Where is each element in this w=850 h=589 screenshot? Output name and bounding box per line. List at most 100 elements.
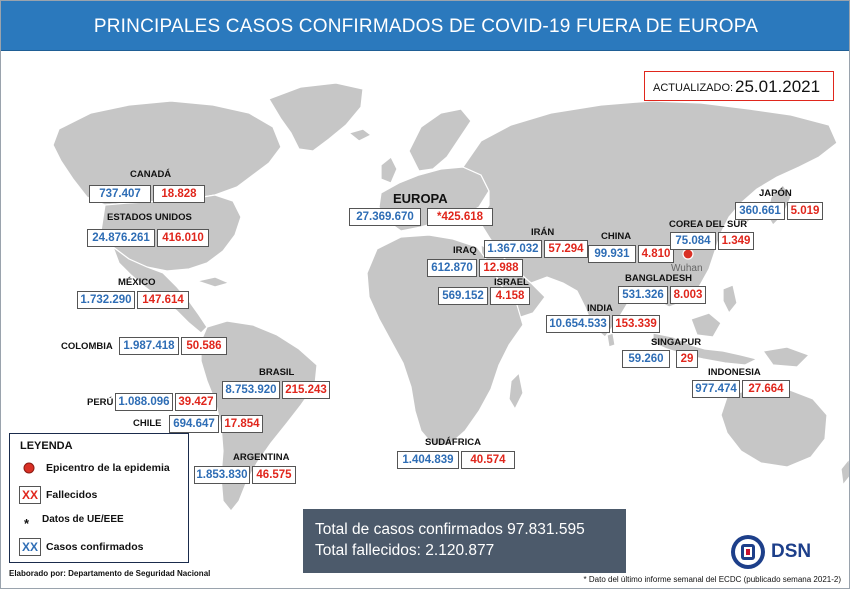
landmass-australia — [720, 386, 828, 468]
confirmed-argentina: 1.853.830 — [194, 466, 250, 484]
deaths-brasil: 215.243 — [282, 381, 330, 399]
asterisk-legend-icon: * — [24, 516, 30, 531]
deaths-argentina: 46.575 — [252, 466, 296, 484]
legend: LEYENDA Epicentro de la epidemia XX Fall… — [9, 433, 189, 563]
legend-confirmed: Casos confirmados — [46, 541, 144, 553]
legend-deaths: Fallecidos — [46, 489, 98, 501]
landmass-scandinavia — [408, 108, 472, 172]
landmass-indonesia — [652, 332, 758, 366]
deaths-indonesia: 27.664 — [742, 380, 790, 398]
confirmed-chile: 694.647 — [169, 415, 219, 433]
landmass-sri-lanka — [606, 332, 616, 348]
landmass-greenland — [268, 82, 364, 152]
country-name-iran: IRÁN — [531, 227, 555, 238]
confirmed-singapur: 59.260 — [622, 350, 670, 368]
confirmed-iraq: 612.870 — [427, 259, 477, 277]
landmass-philippines — [722, 284, 738, 314]
updated-label: ACTUALIZADO: — [653, 82, 734, 94]
totals-box: Total de casos confirmados 97.831.595 To… — [303, 509, 626, 573]
confirmed-iran: 1.367.032 — [484, 240, 542, 258]
confirmed-indonesia: 977.474 — [692, 380, 740, 398]
country-name-canada: CANADÁ — [130, 169, 172, 180]
confirmed-europa: 27.369.670 — [349, 208, 421, 226]
legend-eu: Datos de UE/EEE — [42, 514, 124, 525]
confirmed-japon: 360.661 — [735, 202, 785, 220]
confirmed-india: 10.654.533 — [546, 315, 610, 333]
country-name-bangladesh: BANGLADESH — [625, 273, 693, 284]
deaths-chile: 17.854 — [221, 415, 263, 433]
confirmed-israel: 569.152 — [438, 287, 488, 305]
deaths-usa: 416.010 — [157, 229, 209, 247]
country-name-japon: JAPÓN — [759, 188, 792, 199]
country-name-china: CHINA — [601, 231, 632, 242]
total-deaths: Total fallecidos: 2.120.877 — [315, 542, 495, 559]
country-name-singapur: SINGAPUR — [651, 337, 702, 348]
country-name-colombia: COLOMBIA — [61, 341, 113, 352]
country-name-argentina: ARGENTINA — [233, 452, 290, 463]
deaths-legend-icon: XX — [19, 486, 41, 504]
confirmed-china: 99.931 — [588, 245, 636, 263]
epicenter-legend-icon — [23, 462, 35, 474]
confirmed-colombia: 1.987.418 — [119, 337, 179, 355]
deaths-bangladesh: 8.003 — [670, 286, 706, 304]
country-name-india: INDIA — [587, 303, 613, 314]
deaths-iraq: 12.988 — [479, 259, 523, 277]
deaths-mexico: 147.614 — [137, 291, 189, 309]
total-confirmed: Total de casos confirmados 97.831.595 — [315, 521, 585, 538]
landmass-mexico — [112, 246, 208, 334]
country-name-brasil: BRASIL — [259, 367, 295, 378]
deaths-europa: *425.618 — [427, 208, 493, 226]
region-name-europa: EUROPA — [393, 191, 448, 206]
dsn-emblem-icon — [731, 535, 765, 569]
deaths-japon: 5.019 — [787, 202, 823, 220]
confirmed-brasil: 8.753.920 — [222, 381, 280, 399]
landmass-new-guinea — [762, 346, 810, 368]
country-name-chile: CHILE — [133, 418, 162, 429]
country-name-sudafrica: SUDÁFRICA — [425, 437, 481, 448]
deaths-colombia: 50.586 — [181, 337, 227, 355]
confirmed-peru: 1.088.096 — [115, 393, 173, 411]
footer-credit: Elaborado por: Departamento de Seguridad… — [9, 569, 211, 578]
deaths-canada: 18.828 — [153, 185, 205, 203]
updated-date: 25.01.2021 — [735, 77, 821, 96]
title-banner: PRINCIPALES CASOS CONFIRMADOS DE COVID-1… — [1, 1, 849, 51]
deaths-iran: 57.294 — [544, 240, 588, 258]
deaths-israel: 4.158 — [490, 287, 530, 305]
deaths-india: 153.339 — [612, 315, 660, 333]
confirmed-legend-icon: XX — [19, 538, 41, 556]
country-name-indonesia: INDONESIA — [708, 367, 761, 378]
epicenter-label: Wuhan — [671, 263, 703, 274]
deaths-china: 4.810 — [638, 245, 674, 263]
landmass-north-america-north — [52, 100, 282, 206]
deaths-singapur: 29 — [676, 350, 698, 368]
country-name-usa: ESTADOS UNIDOS — [107, 212, 192, 223]
landmass-uk — [380, 156, 398, 184]
confirmed-mexico: 1.732.290 — [77, 291, 135, 309]
landmass-iceland — [348, 128, 372, 142]
landmass-new-zealand — [840, 458, 849, 486]
updated-box: ACTUALIZADO: 25.01.2021 — [644, 71, 834, 101]
confirmed-sudafrica: 1.404.839 — [397, 451, 459, 469]
landmass-caribbean — [196, 276, 230, 288]
deaths-corea: 1.349 — [718, 232, 754, 250]
confirmed-canada: 737.407 — [89, 185, 151, 203]
footer-note: * Dato del último informe semanal del EC… — [583, 575, 841, 584]
landmass-borneo — [690, 312, 722, 338]
country-name-peru: PERÚ — [87, 397, 114, 408]
country-name-iraq: IRAQ — [453, 245, 477, 256]
deaths-peru: 39.427 — [175, 393, 217, 411]
legend-epicenter: Epicentro de la epidemia — [46, 462, 170, 474]
deaths-sudafrica: 40.574 — [461, 451, 515, 469]
page-title: PRINCIPALES CASOS CONFIRMADOS DE COVID-1… — [93, 16, 759, 37]
epicenter-marker-wuhan — [682, 248, 694, 260]
confirmed-bangladesh: 531.326 — [618, 286, 668, 304]
confirmed-usa: 24.876.261 — [87, 229, 155, 247]
landmass-madagascar — [508, 372, 524, 410]
country-name-mexico: MÉXICO — [118, 277, 156, 288]
legend-title: LEYENDA — [20, 440, 73, 452]
confirmed-corea: 75.084 — [670, 232, 716, 250]
dsn-logo-text: DSN — [771, 541, 812, 562]
country-name-corea: COREA DEL SUR — [669, 219, 748, 230]
country-name-israel: ISRAEL — [494, 277, 529, 288]
